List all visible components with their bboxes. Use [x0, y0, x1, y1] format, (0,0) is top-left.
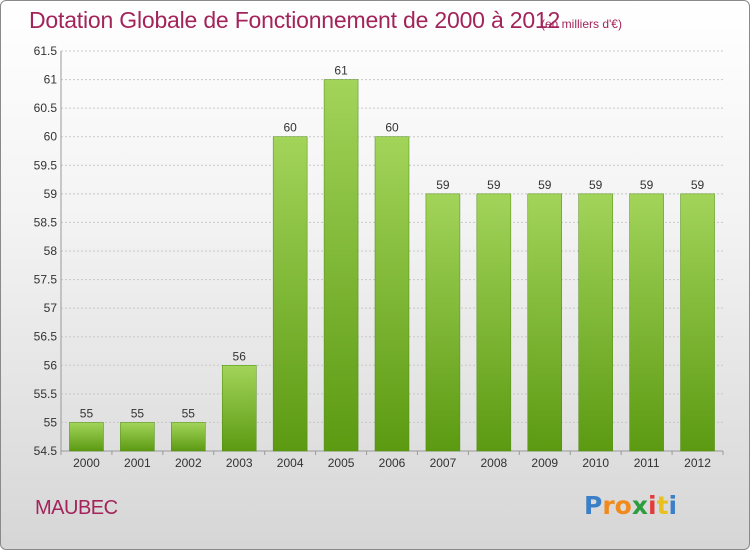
y-tick-label: 61	[44, 73, 58, 87]
bar-2011	[629, 193, 664, 452]
x-tick-label: 2005	[328, 456, 355, 470]
unit-note: (en milliers d'€)	[541, 17, 622, 31]
bar-2000	[69, 422, 104, 452]
y-tick-label: 61.5	[34, 44, 58, 58]
y-tick-label: 56.5	[34, 330, 58, 344]
y-tick-label: 58.5	[34, 215, 58, 229]
logo-letter: t	[656, 491, 669, 520]
y-tick-label: 55.5	[34, 387, 58, 401]
bars	[69, 79, 715, 452]
x-tick-label: 2009	[531, 456, 558, 470]
chart-title: Dotation Globale de Fonctionnement de 20…	[29, 7, 561, 33]
y-tick-label: 59	[44, 187, 58, 201]
y-tick-label: 59.5	[34, 158, 58, 172]
bar-value-label: 59	[538, 178, 552, 192]
x-tick-label: 2012	[684, 456, 711, 470]
y-tick-label: 54.5	[34, 444, 58, 458]
bar-value-label: 59	[589, 178, 603, 192]
bar-value-label: 55	[131, 406, 145, 420]
y-tick-label: 58	[44, 244, 58, 258]
y-tick-label: 60	[44, 130, 58, 144]
x-tick-label: 2001	[124, 456, 151, 470]
commune-name: MAUBEC	[35, 497, 118, 519]
logo-letter: r	[602, 491, 615, 520]
proxiti-logo: Proxiti	[584, 491, 677, 520]
bar-2009	[527, 193, 563, 452]
bar-2008	[476, 193, 512, 452]
bar-2010	[578, 193, 613, 452]
labels: 54.5 55 55.5 56 56.5 57 57.5 58 58.5 59 59.5 60 60.5…	[34, 44, 712, 470]
bar-2004	[272, 136, 308, 452]
x-tick-label: 2010	[582, 456, 609, 470]
bar-2006	[374, 136, 410, 452]
bar-value-label: 55	[182, 406, 196, 420]
bar-value-label: 60	[385, 121, 399, 135]
bar-value-label: 59	[487, 178, 501, 192]
x-tick-label: 2011	[634, 456, 660, 470]
bar-2001	[120, 422, 155, 452]
bar-value-label: 61	[334, 64, 348, 78]
y-tick-label: 57.5	[34, 273, 58, 287]
x-tick-label: 2008	[480, 456, 507, 470]
y-tick-label: 60.5	[34, 101, 58, 115]
x-tick-label: 2007	[430, 456, 457, 470]
bar-value-label: 59	[640, 178, 654, 192]
x-tick-label: 2002	[175, 456, 202, 470]
bar-2002	[171, 422, 206, 452]
bar-2005	[323, 79, 359, 452]
y-tick-label: 57	[44, 301, 58, 315]
bar-value-label: 60	[283, 121, 297, 135]
x-tick-label: 2004	[277, 456, 304, 470]
bar-value-label: 59	[436, 178, 450, 192]
logo-letter: i	[668, 491, 678, 520]
logo-letter: P	[584, 491, 603, 520]
bar-value-label: 59	[691, 178, 705, 192]
y-tick-label: 56	[44, 358, 58, 372]
x-tick-label: 2006	[379, 456, 406, 470]
bar-2003	[221, 365, 257, 452]
x-tick-label: 2000	[73, 456, 100, 470]
bar-value-label: 55	[80, 406, 94, 420]
logo-letter: o	[614, 491, 632, 520]
x-tick-label: 2003	[226, 456, 253, 470]
logo-letter: i	[648, 491, 657, 520]
y-tick-label: 55	[44, 415, 58, 429]
bar-2007	[425, 193, 461, 452]
bar-value-label: 56	[233, 349, 247, 363]
bar-2012	[680, 193, 715, 452]
logo-letter: x	[631, 491, 648, 520]
